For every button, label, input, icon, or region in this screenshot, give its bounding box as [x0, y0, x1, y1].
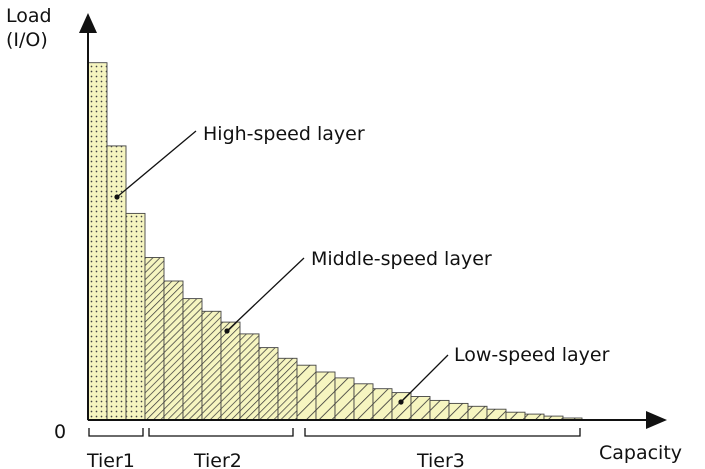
- bar-23: [505, 411, 526, 421]
- bar-18: [410, 396, 431, 421]
- y-axis-label-line-1: Load: [6, 5, 52, 27]
- y-axis-arrow-icon: [79, 13, 97, 33]
- bar-22: [486, 408, 507, 421]
- high-speed-layer-label: High-speed layer: [203, 123, 365, 145]
- high-speed-layer-leader-dot: [114, 194, 120, 200]
- tier3-label: Tier3: [416, 450, 465, 469]
- low-speed-layer-leader: [400, 354, 449, 403]
- tier3-bracket: [304, 428, 581, 437]
- bar-12: [296, 364, 317, 421]
- bar-19: [429, 399, 450, 421]
- bar-21: [467, 405, 488, 421]
- middle-speed-layer-leader: [226, 257, 305, 332]
- bar-5: [163, 280, 184, 421]
- y-origin-label: 0: [54, 421, 66, 443]
- low-speed-layer-leader-dot: [398, 399, 404, 405]
- tier1-bracket: [88, 428, 144, 437]
- middle-speed-layer-label: Middle-speed layer: [311, 248, 492, 270]
- tier-brackets: [88, 428, 581, 437]
- bar-8: [220, 321, 241, 421]
- bar-11: [277, 357, 298, 421]
- bar-13: [315, 371, 336, 421]
- bar-3: [125, 212, 146, 421]
- high-speed-layer-leader: [116, 130, 197, 198]
- y-axis-label: Load (I/O): [6, 5, 58, 51]
- tier1-label: Tier1: [86, 450, 135, 469]
- middle-speed-layer-leader-dot: [224, 328, 230, 334]
- bar-9: [239, 333, 260, 421]
- bar-1: [87, 62, 108, 421]
- bar-15: [353, 383, 374, 421]
- bar-7: [201, 310, 222, 421]
- x-axis-arrow-icon: [646, 411, 667, 429]
- bar-16: [372, 388, 393, 421]
- bar-20: [448, 402, 469, 421]
- bar-14: [334, 377, 355, 421]
- bar-series: [87, 62, 583, 421]
- tier2-label: Tier2: [193, 450, 242, 469]
- tier2-bracket: [148, 428, 294, 437]
- bar-4: [144, 257, 165, 421]
- low-speed-layer-label: Low-speed layer: [454, 344, 610, 366]
- bar-6: [182, 298, 203, 421]
- y-axis-label-line-2: (I/O): [6, 29, 48, 51]
- bar-10: [258, 347, 279, 421]
- leader-lines: [114, 130, 449, 405]
- bar-17: [391, 392, 412, 421]
- x-axis-label: Capacity: [599, 442, 682, 464]
- bar-2: [106, 145, 127, 421]
